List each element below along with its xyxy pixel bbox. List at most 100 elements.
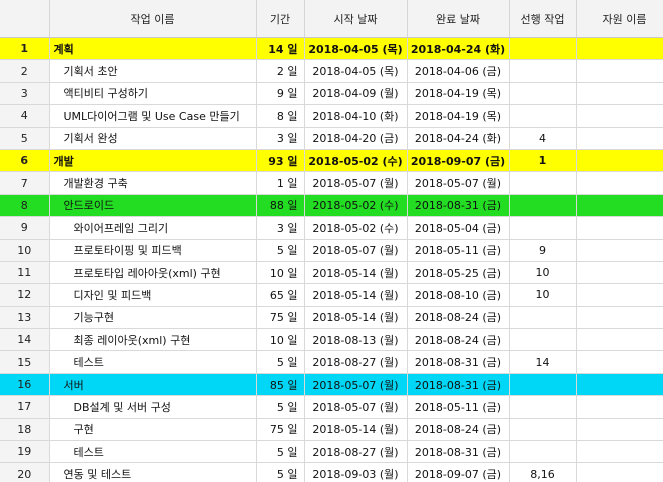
- start-date-cell[interactable]: 2018-05-02 (수): [304, 149, 408, 173]
- table-row[interactable]: 18 구현 75 일 2018-05-14 (월) 2018-08-24 (금): [0, 418, 663, 442]
- finish-date-cell[interactable]: 2018-08-31 (금): [407, 194, 510, 218]
- predecessors-cell[interactable]: [509, 171, 577, 195]
- table-row[interactable]: 16 서버 85 일 2018-05-07 (월) 2018-08-31 (금): [0, 373, 663, 397]
- resources-cell[interactable]: [576, 328, 663, 352]
- resources-cell[interactable]: [576, 395, 663, 419]
- resources-cell[interactable]: [576, 171, 663, 195]
- duration-cell[interactable]: 10 일: [256, 328, 305, 352]
- duration-cell[interactable]: 5 일: [256, 440, 305, 464]
- resources-cell[interactable]: [576, 127, 663, 150]
- row-id[interactable]: 4: [0, 104, 50, 128]
- column-header-resources[interactable]: 자원 이름: [576, 0, 663, 38]
- start-date-cell[interactable]: 2018-04-09 (월): [304, 82, 408, 106]
- predecessors-cell[interactable]: 8,16: [509, 462, 577, 482]
- table-row[interactable]: 2 기획서 초안 2 일 2018-04-05 (목) 2018-04-06 (금): [0, 59, 663, 83]
- predecessors-cell[interactable]: [509, 104, 577, 128]
- row-id[interactable]: 19: [0, 440, 50, 464]
- finish-date-cell[interactable]: 2018-08-31 (금): [407, 440, 510, 464]
- row-id[interactable]: 14: [0, 328, 50, 352]
- start-date-cell[interactable]: 2018-08-27 (월): [304, 350, 408, 374]
- table-row[interactable]: 6 개발 93 일 2018-05-02 (수) 2018-09-07 (금) 1: [0, 149, 663, 173]
- duration-cell[interactable]: 5 일: [256, 239, 305, 262]
- table-row[interactable]: 12 디자인 및 피드백 65 일 2018-05-14 (월) 2018-08-10 …: [0, 283, 663, 307]
- column-header-predecessors[interactable]: 선행 작업: [509, 0, 577, 38]
- table-row[interactable]: 19 테스트 5 일 2018-08-27 (월) 2018-08-31 (금): [0, 440, 663, 464]
- table-row[interactable]: 17 DB설계 및 서버 구성 5 일 2018-05-07 (월) 2018-05-1…: [0, 395, 663, 419]
- task-name-cell[interactable]: 계획: [49, 37, 257, 61]
- duration-cell[interactable]: 14 일: [256, 37, 305, 61]
- row-id[interactable]: 5: [0, 127, 50, 150]
- start-date-cell[interactable]: 2018-05-14 (월): [304, 306, 408, 330]
- table-row[interactable]: 20 연동 및 테스트 5 일 2018-09-03 (월) 2018-09-07 (금…: [0, 462, 663, 482]
- resources-cell[interactable]: [576, 306, 663, 330]
- duration-cell[interactable]: 3 일: [256, 127, 305, 150]
- resources-cell[interactable]: [576, 350, 663, 374]
- task-name-cell[interactable]: 서버: [49, 373, 257, 397]
- finish-date-cell[interactable]: 2018-08-10 (금): [407, 283, 510, 307]
- task-name-cell[interactable]: 프로토타입 레아아웃(xml) 구현: [49, 261, 257, 285]
- task-name-cell[interactable]: 연동 및 테스트: [49, 462, 257, 482]
- table-row[interactable]: 4 UML다이어그램 및 Use Case 만들기 8 일 2018-04-10 (화…: [0, 104, 663, 128]
- resources-cell[interactable]: [576, 462, 663, 482]
- start-date-cell[interactable]: 2018-05-07 (월): [304, 171, 408, 195]
- start-date-cell[interactable]: 2018-05-14 (월): [304, 261, 408, 285]
- table-row[interactable]: 1 계획 14 일 2018-04-05 (목) 2018-04-24 (화): [0, 37, 663, 61]
- row-id[interactable]: 20: [0, 462, 50, 482]
- predecessors-cell[interactable]: 9: [509, 239, 577, 262]
- row-id[interactable]: 1: [0, 37, 50, 61]
- start-date-cell[interactable]: 2018-05-14 (월): [304, 283, 408, 307]
- start-date-cell[interactable]: 2018-09-03 (월): [304, 462, 408, 482]
- predecessors-cell[interactable]: 10: [509, 283, 577, 307]
- row-id[interactable]: 18: [0, 418, 50, 442]
- table-row[interactable]: 8 안드로이드 88 일 2018-05-02 (수) 2018-08-31 (금): [0, 194, 663, 218]
- duration-cell[interactable]: 88 일: [256, 194, 305, 218]
- row-id[interactable]: 9: [0, 216, 50, 240]
- duration-cell[interactable]: 75 일: [256, 418, 305, 442]
- finish-date-cell[interactable]: 2018-05-07 (월): [407, 171, 510, 195]
- row-id[interactable]: 6: [0, 149, 50, 173]
- table-row[interactable]: 11 프로토타입 레아아웃(xml) 구현 10 일 2018-05-14 (월) 20…: [0, 261, 663, 285]
- resources-cell[interactable]: [576, 194, 663, 218]
- row-id[interactable]: 13: [0, 306, 50, 330]
- task-name-cell[interactable]: 테스트: [49, 440, 257, 464]
- predecessors-cell[interactable]: [509, 306, 577, 330]
- predecessors-cell[interactable]: [509, 59, 577, 83]
- start-date-cell[interactable]: 2018-08-13 (월): [304, 328, 408, 352]
- finish-date-cell[interactable]: 2018-09-07 (금): [407, 149, 510, 173]
- resources-cell[interactable]: [576, 239, 663, 262]
- row-id[interactable]: 3: [0, 82, 50, 106]
- row-id[interactable]: 7: [0, 171, 50, 195]
- task-name-cell[interactable]: 기획서 초안: [49, 59, 257, 83]
- start-date-cell[interactable]: 2018-05-14 (월): [304, 418, 408, 442]
- task-name-cell[interactable]: 안드로이드: [49, 194, 257, 218]
- start-date-cell[interactable]: 2018-05-02 (수): [304, 194, 408, 218]
- predecessors-cell[interactable]: [509, 418, 577, 442]
- duration-cell[interactable]: 5 일: [256, 462, 305, 482]
- finish-date-cell[interactable]: 2018-05-25 (금): [407, 261, 510, 285]
- task-name-cell[interactable]: 기능구현: [49, 306, 257, 330]
- predecessors-cell[interactable]: 1: [509, 149, 577, 173]
- duration-cell[interactable]: 93 일: [256, 149, 305, 173]
- column-header-start[interactable]: 시작 날짜: [304, 0, 408, 38]
- duration-cell[interactable]: 8 일: [256, 104, 305, 128]
- task-name-cell[interactable]: DB설계 및 서버 구성: [49, 395, 257, 419]
- row-id[interactable]: 10: [0, 239, 50, 262]
- predecessors-cell[interactable]: 14: [509, 350, 577, 374]
- finish-date-cell[interactable]: 2018-08-24 (금): [407, 328, 510, 352]
- table-row[interactable]: 14 최종 레이아웃(xml) 구현 10 일 2018-08-13 (월) 2018-…: [0, 328, 663, 352]
- task-name-cell[interactable]: 개발: [49, 149, 257, 173]
- resources-cell[interactable]: [576, 149, 663, 173]
- row-id[interactable]: 8: [0, 194, 50, 218]
- predecessors-cell[interactable]: 10: [509, 261, 577, 285]
- task-name-cell[interactable]: 구현: [49, 418, 257, 442]
- predecessors-cell[interactable]: [509, 373, 577, 397]
- start-date-cell[interactable]: 2018-08-27 (월): [304, 440, 408, 464]
- resources-cell[interactable]: [576, 82, 663, 106]
- finish-date-cell[interactable]: 2018-08-31 (금): [407, 350, 510, 374]
- predecessors-cell[interactable]: [509, 37, 577, 61]
- duration-cell[interactable]: 1 일: [256, 171, 305, 195]
- resources-cell[interactable]: [576, 59, 663, 83]
- column-header-id[interactable]: [0, 0, 50, 38]
- duration-cell[interactable]: 85 일: [256, 373, 305, 397]
- start-date-cell[interactable]: 2018-05-07 (월): [304, 373, 408, 397]
